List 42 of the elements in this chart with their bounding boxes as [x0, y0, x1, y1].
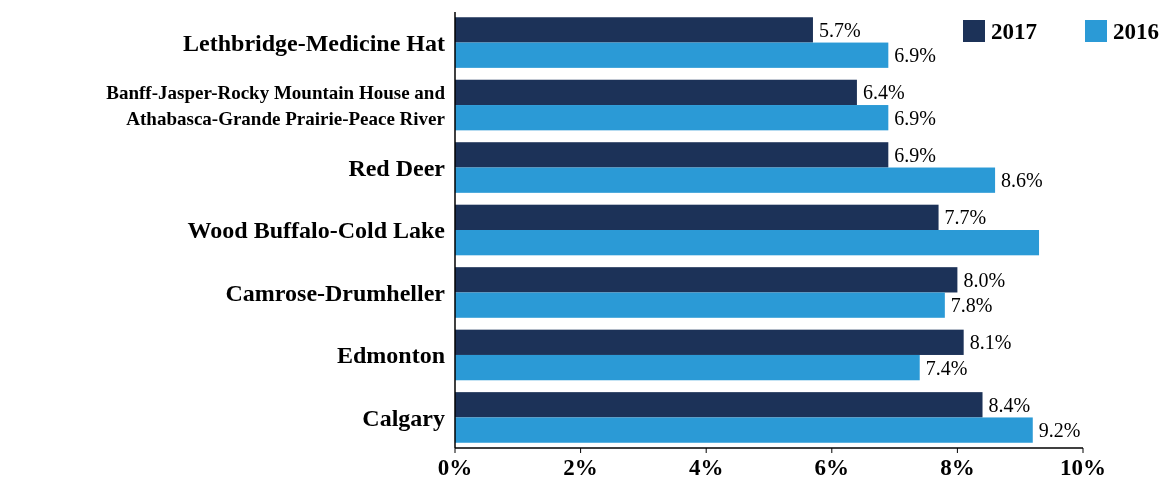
bar: [455, 417, 1033, 443]
data-label: 6.9%: [894, 143, 936, 166]
bar: [455, 329, 964, 355]
x-tick-label: 0%: [437, 455, 473, 480]
data-label: 6.9%: [894, 44, 936, 67]
data-label: 7.7%: [944, 206, 987, 229]
data-label: 8.0%: [963, 268, 1006, 291]
x-tick-label: 2%: [563, 455, 598, 480]
bar: [455, 79, 857, 106]
data-label: 6.9%: [894, 106, 936, 129]
y-tick-label: Lethbridge-Medicine Hat: [183, 29, 445, 56]
data-label: 8.6%: [1001, 169, 1043, 192]
x-tick-label: 8%: [940, 455, 975, 480]
data-label: 7.8%: [950, 294, 993, 317]
data-label: 9.2%: [1038, 419, 1081, 442]
y-tick-label: Camrose-Drumheller: [225, 279, 446, 306]
x-tick-label: 6%: [814, 455, 850, 480]
data-label: 5.7%: [818, 18, 861, 41]
data-label: 7.4%: [925, 356, 968, 379]
bar: [455, 267, 958, 293]
bar: [455, 105, 889, 131]
x-tick-label: 4%: [688, 455, 724, 480]
bar: [455, 230, 1040, 256]
y-tick-label: Calgary: [362, 404, 445, 431]
bar: [455, 17, 813, 43]
bar: [455, 167, 996, 193]
legend-label: 2017: [991, 19, 1037, 45]
data-label: 6.4%: [862, 81, 905, 104]
bar: [455, 354, 920, 381]
bar: [455, 142, 889, 168]
legend-label: 2016: [1113, 19, 1159, 45]
data-label: 8.1%: [969, 331, 1012, 354]
bar: [455, 292, 945, 318]
y-tick-label: Wood Buffalo-Cold Lake: [187, 217, 446, 244]
data-label: 8.4%: [988, 393, 1031, 416]
y-tick-label: Edmonton: [336, 342, 445, 369]
bar: [455, 204, 939, 230]
y-tick-label: Banff-Jasper-Rocky Mountain House and Athabasca-Grande Prairie-Peace River: [106, 81, 446, 129]
bar: [455, 42, 889, 68]
bar: [455, 392, 983, 418]
x-tick-label: 10%: [1060, 455, 1106, 480]
y-tick-label: Red Deer: [348, 154, 446, 181]
